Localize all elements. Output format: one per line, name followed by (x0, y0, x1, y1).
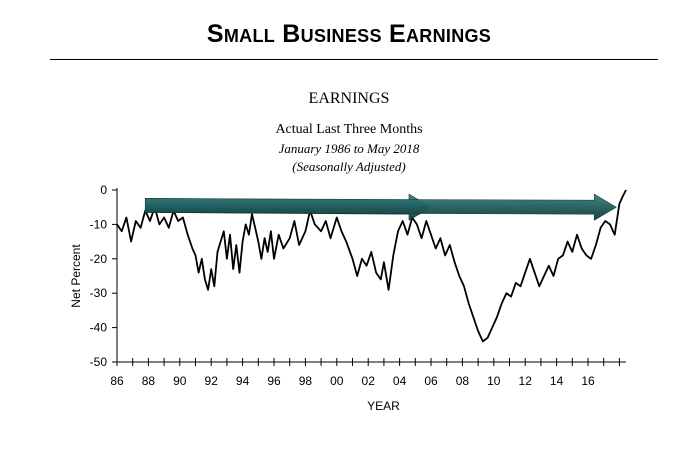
earnings-series-line (116, 189, 627, 343)
x-tick-label: 10 (487, 374, 501, 388)
page-header: Small Business Earnings (206, 20, 492, 48)
x-tick-label: 92 (205, 374, 219, 388)
x-tick-label: 88 (142, 374, 156, 388)
chart-subtitle: Actual Last Three Months (275, 122, 423, 137)
x-tick-label: 98 (299, 374, 313, 388)
x-axis-title: YEAR (367, 399, 400, 413)
header-divider (50, 59, 658, 60)
x-tick-label: 90 (173, 374, 187, 388)
trend-arrow-2 (144, 193, 617, 221)
x-tick-label: 86 (110, 374, 124, 388)
y-tick-label: -40 (90, 321, 108, 335)
y-tick-label: -30 (90, 286, 108, 300)
x-tick-label: 14 (550, 374, 564, 388)
x-tick-label: 06 (424, 374, 438, 388)
x-tick-label: 96 (267, 374, 281, 388)
x-tick-label: 16 (581, 374, 595, 388)
annotation-layer (144, 193, 617, 221)
series-layer (116, 189, 627, 343)
x-tick-label: 08 (456, 374, 470, 388)
chart-adjustment-note: (Seasonally Adjusted) (292, 159, 406, 174)
x-tick-label: 00 (330, 374, 344, 388)
x-tick-label: 02 (362, 374, 376, 388)
y-tick-label: -10 (90, 217, 108, 231)
chart-title: EARNINGS (308, 90, 390, 107)
x-tick-label: 12 (519, 374, 533, 388)
chart-date-range: January 1986 to May 2018 (278, 141, 420, 156)
y-tick-label: -20 (90, 252, 108, 266)
x-tick-label: 94 (236, 374, 250, 388)
y-tick-label: 0 (100, 183, 107, 197)
x-tick-label: 04 (393, 374, 407, 388)
y-axis-title: Net Percent (69, 244, 83, 308)
y-tick-label: -50 (90, 355, 108, 369)
